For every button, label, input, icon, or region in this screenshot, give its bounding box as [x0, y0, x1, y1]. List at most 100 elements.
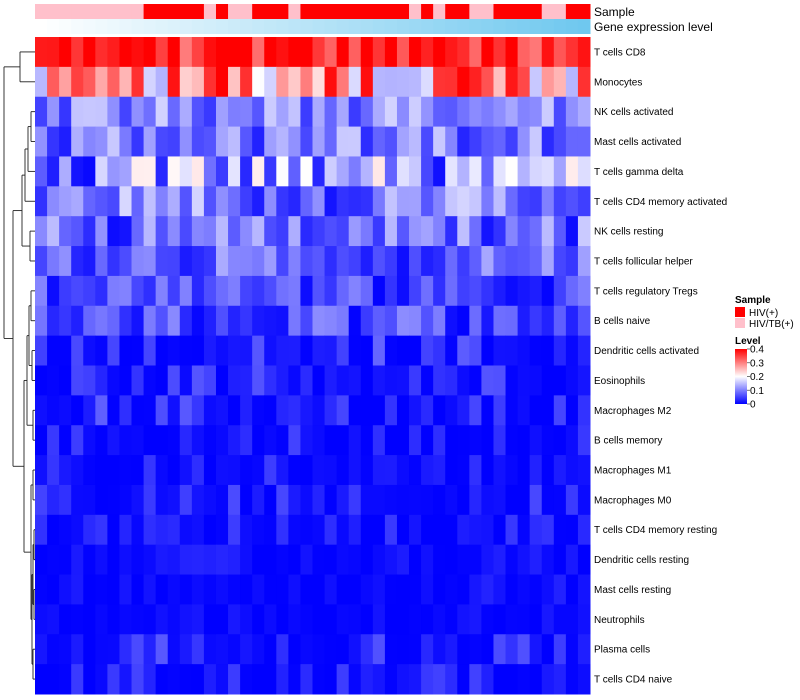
heatmap-cell — [421, 664, 434, 695]
heatmap-cell — [312, 514, 326, 546]
sample-annotation-cell — [228, 4, 241, 19]
heatmap-cell — [203, 484, 217, 516]
heatmap-cell — [47, 604, 60, 635]
heatmap-cell — [252, 634, 265, 665]
heatmap-cell — [577, 156, 591, 187]
heatmap-cell — [529, 335, 543, 366]
heatmap-cell — [469, 305, 482, 337]
heatmap-cell — [264, 156, 277, 187]
heatmap-cell — [324, 246, 338, 277]
heatmap-cell — [276, 365, 289, 396]
heatmap-cell — [155, 425, 169, 456]
heatmap-cell — [167, 96, 181, 128]
sample-annotation-cell — [505, 4, 519, 19]
heatmap-cell — [264, 574, 277, 605]
heatmap-cell — [396, 425, 410, 456]
heatmap-cell — [336, 365, 350, 396]
heatmap-cell — [372, 335, 386, 366]
heatmap-cell — [421, 216, 434, 247]
heatmap-cell — [288, 664, 301, 695]
heatmap-cell — [541, 216, 555, 247]
heatmap-cell — [553, 455, 567, 486]
sample-annotation-cell — [143, 4, 157, 19]
expression-annotation-cell — [71, 19, 84, 34]
heatmap-cell — [565, 37, 579, 68]
heatmap-cell — [264, 335, 277, 366]
heatmap-cell — [553, 275, 567, 307]
heatmap-cell — [493, 216, 507, 247]
heatmap-cell — [409, 186, 422, 217]
heatmap-cell — [517, 604, 531, 635]
heatmap-cell — [59, 37, 72, 68]
heatmap-cell — [469, 455, 482, 486]
expression-annotation-cell — [324, 19, 338, 34]
heatmap-cell — [95, 66, 108, 98]
heatmap-cell — [396, 574, 410, 605]
heatmap-cells — [35, 37, 591, 695]
heatmap-cell — [119, 126, 133, 157]
heatmap-cell — [505, 186, 519, 217]
heatmap-cell — [577, 37, 591, 68]
heatmap-cell — [83, 514, 96, 546]
heatmap-cell — [119, 395, 133, 426]
heatmap-cell — [457, 305, 470, 337]
heatmap-cell — [167, 604, 181, 635]
heatmap-cell — [300, 126, 313, 157]
row-label: T cells CD4 memory activated — [594, 197, 727, 208]
heatmap-cell — [215, 634, 229, 665]
heatmap-cell — [228, 514, 241, 546]
heatmap-cell — [191, 634, 205, 665]
heatmap-cell — [577, 484, 591, 516]
heatmap-cell — [47, 275, 60, 307]
heatmap-cell — [457, 395, 470, 426]
heatmap-cell — [469, 66, 482, 98]
heatmap-cell — [215, 335, 229, 366]
heatmap-cell — [95, 156, 108, 187]
heatmap-cell — [143, 634, 157, 665]
heatmap-cell — [577, 275, 591, 307]
heatmap-cell — [95, 574, 108, 605]
heatmap-cell — [421, 634, 434, 665]
heatmap-cell — [324, 96, 338, 128]
heatmap-cell — [541, 664, 555, 695]
row-label: Plasma cells — [594, 645, 650, 656]
heatmap-cell — [264, 514, 277, 546]
heatmap-cell — [481, 365, 494, 396]
heatmap-cell — [228, 66, 241, 98]
heatmap-cell — [517, 664, 531, 695]
heatmap-cell — [481, 37, 494, 68]
heatmap-cell — [95, 96, 108, 128]
heatmap-cell — [457, 246, 470, 277]
row-label: Monocytes — [594, 77, 642, 88]
heatmap-cell — [348, 96, 362, 128]
heatmap-cell — [35, 484, 48, 516]
heatmap-cell — [228, 305, 241, 337]
heatmap-cell — [276, 425, 289, 456]
heatmap-cell — [505, 604, 519, 635]
heatmap-cell — [312, 604, 326, 635]
heatmap-cell — [505, 37, 519, 68]
heatmap-cell — [276, 604, 289, 635]
heatmap-cell — [457, 335, 470, 366]
heatmap-cell — [433, 216, 446, 247]
heatmap-cell — [384, 395, 398, 426]
heatmap-cell — [71, 544, 84, 576]
heatmap-cell — [59, 514, 72, 546]
heatmap-cell — [35, 544, 48, 576]
heatmap-cell — [252, 604, 265, 635]
heatmap-cell — [493, 335, 507, 366]
row-label: NK cells resting — [594, 227, 663, 238]
heatmap-cell — [384, 37, 398, 68]
heatmap-cell — [155, 305, 169, 337]
heatmap-cell — [372, 126, 386, 157]
heatmap-cell — [300, 66, 313, 98]
expression-annotation-cell — [131, 19, 145, 34]
heatmap-cell — [47, 544, 60, 576]
heatmap-cell — [59, 544, 72, 576]
heatmap-cell — [565, 246, 579, 277]
heatmap-cell — [191, 216, 205, 247]
heatmap-cell — [517, 305, 531, 337]
heatmap-cell — [324, 664, 338, 695]
heatmap-cell — [433, 66, 446, 98]
